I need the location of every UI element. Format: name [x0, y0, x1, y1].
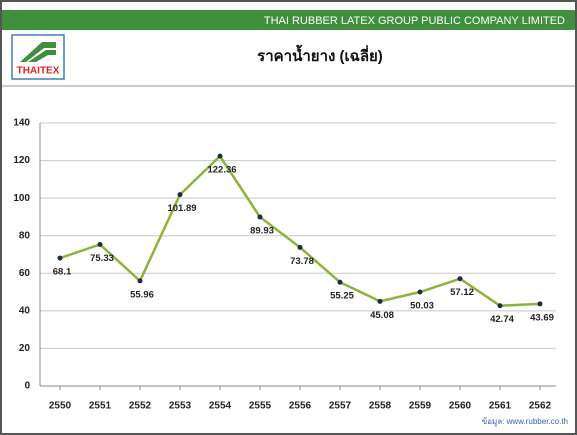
data-label: 89.93	[250, 226, 274, 237]
y-tick-label: 0	[24, 381, 30, 392]
logo-text: THAITEX	[17, 66, 60, 77]
data-point	[217, 153, 223, 159]
x-tick-label: 2562	[529, 401, 552, 412]
data-point	[497, 303, 503, 309]
banner-text: THAI RUBBER LATEX GROUP PUBLIC COMPANY L…	[264, 15, 565, 27]
x-tick-label: 2557	[329, 401, 352, 412]
data-point	[177, 192, 183, 198]
data-point	[297, 244, 303, 250]
data-label: 101.89	[167, 203, 196, 214]
data-label: 73.78	[290, 256, 314, 267]
data-label: 122.36	[207, 165, 236, 176]
x-tick-label: 2551	[89, 401, 112, 412]
x-tick-label: 2558	[369, 401, 392, 412]
data-point	[257, 214, 263, 220]
data-label: 75.33	[90, 253, 114, 264]
y-tick-label: 60	[19, 268, 31, 279]
x-tick-label: 2554	[209, 401, 232, 412]
data-label: 55.25	[330, 291, 354, 302]
x-tick-label: 2555	[249, 401, 272, 412]
data-point	[417, 289, 423, 295]
x-tick-label: 2553	[169, 401, 192, 412]
source-note: ข้อมูล: www.rubber.co.th	[482, 417, 568, 427]
data-label: 57.12	[450, 287, 474, 298]
data-point	[57, 255, 63, 261]
data-point	[457, 276, 463, 282]
data-label: 55.96	[130, 289, 154, 300]
data-point	[97, 241, 103, 247]
x-tick-label: 2550	[49, 401, 72, 412]
chart-title: ราคาน้ำยาง (เฉลี่ย)	[257, 44, 383, 65]
y-tick-label: 120	[13, 155, 30, 166]
y-tick-label: 20	[19, 343, 31, 354]
x-tick-label: 2552	[129, 401, 152, 412]
x-tick-label: 2556	[289, 401, 312, 412]
logo-icon	[20, 42, 56, 62]
y-tick-label: 140	[13, 118, 30, 129]
banner-bar	[2, 10, 575, 30]
x-tick-label: 2560	[449, 401, 472, 412]
data-label: 42.74	[490, 314, 514, 325]
y-tick-label: 40	[19, 305, 31, 316]
data-label: 50.03	[410, 301, 434, 312]
data-label: 43.69	[530, 312, 554, 323]
data-point	[537, 301, 543, 307]
x-tick-label: 2559	[409, 401, 432, 412]
y-tick-label: 100	[13, 193, 30, 204]
data-point	[377, 298, 383, 304]
data-point	[337, 279, 343, 285]
x-tick-label: 2561	[489, 401, 512, 412]
data-label: 68.1	[53, 267, 72, 278]
data-point	[137, 278, 143, 284]
data-label: 45.08	[370, 310, 394, 321]
y-tick-label: 80	[19, 230, 31, 241]
